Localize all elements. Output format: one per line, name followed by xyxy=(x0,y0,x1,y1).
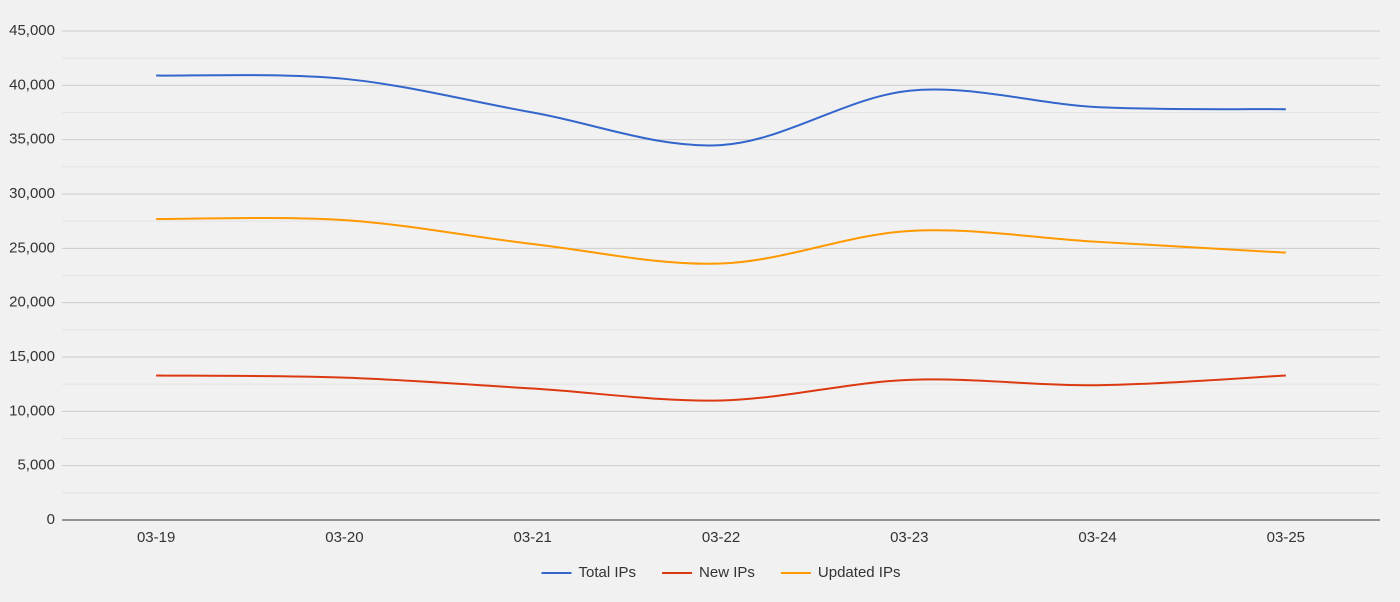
x-tick-label: 03-21 xyxy=(514,529,552,546)
legend-label: Updated IPs xyxy=(818,564,901,581)
legend: Total IPs New IPs Updated IPs xyxy=(541,564,901,581)
y-tick-label: 40,000 xyxy=(9,76,55,93)
x-tick-label: 03-20 xyxy=(325,529,363,546)
x-tick-label: 03-22 xyxy=(702,529,740,546)
y-tick-label: 15,000 xyxy=(9,348,55,365)
series-line xyxy=(156,374,1286,402)
y-tick-label: 10,000 xyxy=(9,402,55,419)
y-tick-label: 0 xyxy=(47,511,55,528)
y-tick-label: 35,000 xyxy=(9,131,55,148)
x-tick-label: 03-24 xyxy=(1078,529,1116,546)
y-tick-label: 20,000 xyxy=(9,294,55,311)
series-line xyxy=(156,74,1286,147)
y-tick-label: 30,000 xyxy=(9,185,55,202)
legend-label: New IPs xyxy=(699,564,755,581)
y-tick-label: 5,000 xyxy=(17,457,55,474)
x-tick-label: 03-25 xyxy=(1267,529,1305,546)
series-line xyxy=(156,216,1286,265)
x-tick-label: 03-23 xyxy=(890,529,928,546)
x-tick-label: 03-19 xyxy=(137,529,175,546)
legend-label: Total IPs xyxy=(579,564,637,581)
y-tick-label: 45,000 xyxy=(9,22,55,39)
y-tick-label: 25,000 xyxy=(9,239,55,256)
